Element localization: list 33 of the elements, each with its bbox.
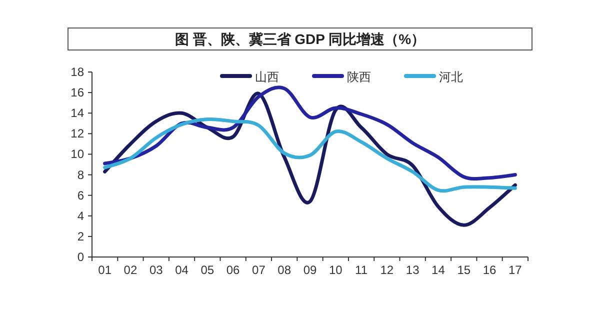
x-tick-label: 03 [149, 263, 164, 277]
x-tick-label: 15 [457, 263, 471, 277]
x-tick-label: 01 [98, 263, 112, 277]
x-tick-label: 16 [482, 263, 497, 277]
y-tick-label: 16 [70, 86, 84, 100]
x-tick-label: 12 [380, 263, 394, 277]
x-tick-label: 09 [303, 263, 317, 277]
y-tick-label: 18 [70, 65, 84, 79]
y-tick-label: 12 [70, 126, 84, 141]
legend-label: 陕西 [347, 70, 371, 84]
y-tick-label: 10 [70, 147, 84, 162]
x-tick-label: 04 [175, 263, 189, 277]
y-tick-label: 2 [77, 229, 84, 244]
y-tick-label: 4 [77, 208, 84, 223]
chart-title: 图 晋、陕、冀三省 GDP 同比增速（%） [174, 31, 426, 47]
x-tick-label: 17 [508, 263, 522, 277]
x-tick-label: 07 [252, 263, 266, 277]
x-tick-label: 06 [226, 263, 240, 277]
line-series [103, 117, 517, 193]
x-tick-label: 13 [406, 263, 420, 277]
y-tick-label: 14 [70, 106, 84, 120]
y-tick-label: 8 [77, 168, 84, 182]
x-tick-label: 05 [200, 263, 214, 277]
x-tick-label: 10 [328, 263, 343, 277]
x-tick-label: 14 [432, 263, 446, 277]
x-tick-label: 02 [124, 263, 138, 277]
x-tick-label: 08 [278, 263, 292, 277]
y-tick-label: 0 [77, 250, 84, 264]
x-tick-label: 11 [355, 263, 368, 277]
legend-label: 河北 [439, 70, 463, 84]
legend-label: 山西 [255, 70, 279, 84]
line-series [103, 86, 517, 181]
y-tick-label: 6 [77, 188, 84, 202]
